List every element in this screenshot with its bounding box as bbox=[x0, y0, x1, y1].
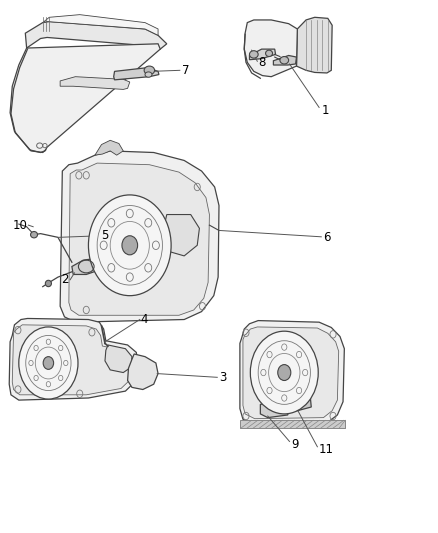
Polygon shape bbox=[243, 327, 339, 419]
Polygon shape bbox=[10, 44, 160, 152]
Polygon shape bbox=[273, 55, 297, 65]
Ellipse shape bbox=[46, 280, 51, 287]
Polygon shape bbox=[297, 17, 332, 73]
Text: 9: 9 bbox=[291, 438, 298, 450]
Ellipse shape bbox=[265, 50, 272, 56]
Text: 8: 8 bbox=[258, 56, 265, 69]
Polygon shape bbox=[250, 49, 276, 60]
Ellipse shape bbox=[250, 51, 258, 58]
Polygon shape bbox=[60, 77, 130, 90]
Polygon shape bbox=[162, 215, 199, 256]
Polygon shape bbox=[72, 259, 99, 274]
Ellipse shape bbox=[88, 195, 171, 296]
Ellipse shape bbox=[122, 236, 138, 255]
Polygon shape bbox=[280, 395, 311, 411]
Text: 1: 1 bbox=[321, 103, 329, 117]
Polygon shape bbox=[114, 68, 159, 80]
Ellipse shape bbox=[31, 231, 38, 238]
Ellipse shape bbox=[280, 56, 289, 64]
Polygon shape bbox=[43, 14, 158, 35]
Polygon shape bbox=[25, 21, 167, 49]
Ellipse shape bbox=[43, 357, 53, 369]
Ellipse shape bbox=[251, 331, 318, 414]
Polygon shape bbox=[105, 345, 132, 373]
Ellipse shape bbox=[144, 66, 155, 75]
Text: 5: 5 bbox=[102, 229, 109, 242]
Ellipse shape bbox=[145, 72, 152, 77]
Text: 6: 6 bbox=[323, 231, 331, 244]
Polygon shape bbox=[240, 420, 345, 428]
Polygon shape bbox=[60, 151, 219, 322]
Polygon shape bbox=[240, 320, 344, 424]
Text: 4: 4 bbox=[141, 313, 148, 326]
Polygon shape bbox=[95, 140, 123, 155]
Polygon shape bbox=[12, 325, 133, 395]
Polygon shape bbox=[260, 402, 289, 418]
Ellipse shape bbox=[19, 327, 78, 399]
Ellipse shape bbox=[278, 365, 291, 381]
Polygon shape bbox=[127, 354, 158, 390]
Text: 2: 2 bbox=[61, 273, 69, 286]
Polygon shape bbox=[9, 318, 138, 400]
Polygon shape bbox=[244, 20, 297, 77]
Text: 10: 10 bbox=[13, 219, 28, 232]
Text: 7: 7 bbox=[182, 64, 190, 77]
Text: 3: 3 bbox=[219, 372, 226, 384]
Polygon shape bbox=[69, 163, 209, 316]
Text: 11: 11 bbox=[319, 443, 334, 456]
